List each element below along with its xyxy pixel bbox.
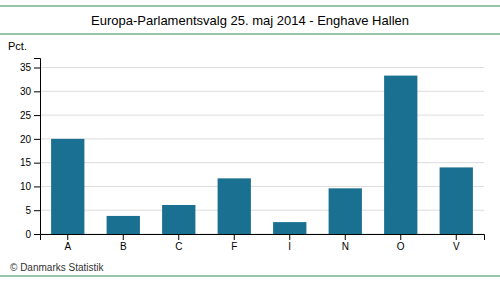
title: Europa-Parlamentsvalg 25. maj 2014 - Eng… [91,13,409,28]
chart-svg: Europa-Parlamentsvalg 25. maj 2014 - Eng… [0,0,500,282]
grid [40,68,484,234]
bar [329,188,362,234]
y-tick: 20 [20,134,40,145]
bar [107,216,140,234]
y-tick-label: 0 [25,229,31,240]
y-tick-label: 30 [20,86,32,97]
x-tick-label: O [397,241,405,252]
y-tick-label: 25 [20,110,32,121]
x-tick-label: V [453,241,460,252]
bar [218,178,251,234]
bars [51,76,473,234]
x-tick-mark [289,234,290,240]
x-tick-label: N [342,241,349,252]
x-tick-mark [67,234,68,240]
chart-container: Europa-Parlamentsvalg 25. maj 2014 - Eng… [0,0,500,282]
y-tick: 0 [25,229,40,240]
y-axis-line [34,59,41,235]
x-axis-line [41,235,485,241]
x-tick: F [231,234,237,252]
bar [273,222,306,234]
x-tick: V [453,234,460,252]
y-tick: 30 [20,86,40,97]
bar [162,205,195,234]
y-tick: 15 [20,157,40,168]
x-tick: N [342,234,349,252]
x-tick-label: A [64,241,71,252]
y-tick-mark [34,91,40,92]
y-tick-label: 5 [25,205,31,216]
y-tick-mark [34,234,40,235]
x-tick-mark [178,234,179,240]
title-rule [0,33,500,34]
x-axis: ABCFINOV [41,234,485,252]
x-tick-label: F [231,241,237,252]
bar [440,167,473,234]
x-tick-mark [234,234,235,240]
title-rule [0,5,500,6]
y-axis: 0 5 10 15 20 25 30 35 [20,59,41,240]
grid-line [40,67,484,68]
x-tick: I [288,234,291,252]
x-tick-label: B [120,241,127,252]
x-tick: O [397,234,405,252]
y-tick-mark [34,186,40,187]
y-axis-label: Pct. [8,40,27,52]
y-tick-mark [34,68,40,69]
y-tick-mark [34,115,40,116]
footer: © Danmarks Statistik [10,262,105,273]
y-tick-mark [34,163,40,164]
y-tick: 5 [25,205,40,216]
x-tick-mark [123,234,124,240]
y-tick: 35 [20,62,40,73]
plot-area: 0 5 10 15 20 25 30 35 A B C F I N O V Pct. [8,40,485,252]
x-tick-mark [345,234,346,240]
x-tick-label: I [288,241,291,252]
footer-rule [0,275,500,276]
y-tick-mark [34,139,40,140]
y-tick: 10 [20,181,40,192]
x-tick: C [175,234,182,252]
y-tick-label: 15 [20,157,32,168]
y-tick-label: 35 [20,62,32,73]
x-tick-mark [456,234,457,240]
x-tick: B [120,234,127,252]
x-tick-mark [400,234,401,240]
x-tick-label: C [175,241,182,252]
y-tick: 25 [20,110,40,121]
bar [384,76,417,234]
y-tick-label: 10 [20,181,32,192]
x-tick: A [64,234,71,252]
bar [51,139,84,234]
y-tick-label: 20 [20,134,32,145]
y-tick-mark [34,210,40,211]
